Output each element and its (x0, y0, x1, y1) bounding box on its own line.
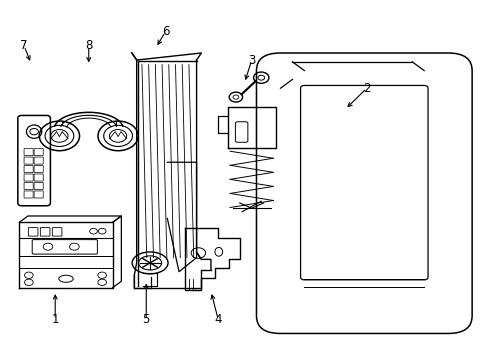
Text: 8: 8 (85, 40, 92, 53)
Text: 2: 2 (362, 82, 370, 95)
Text: 3: 3 (247, 54, 255, 67)
Text: 6: 6 (162, 25, 169, 38)
Text: 5: 5 (142, 313, 150, 326)
Text: 7: 7 (20, 40, 28, 53)
Text: 4: 4 (214, 313, 222, 326)
Text: 1: 1 (51, 313, 59, 326)
